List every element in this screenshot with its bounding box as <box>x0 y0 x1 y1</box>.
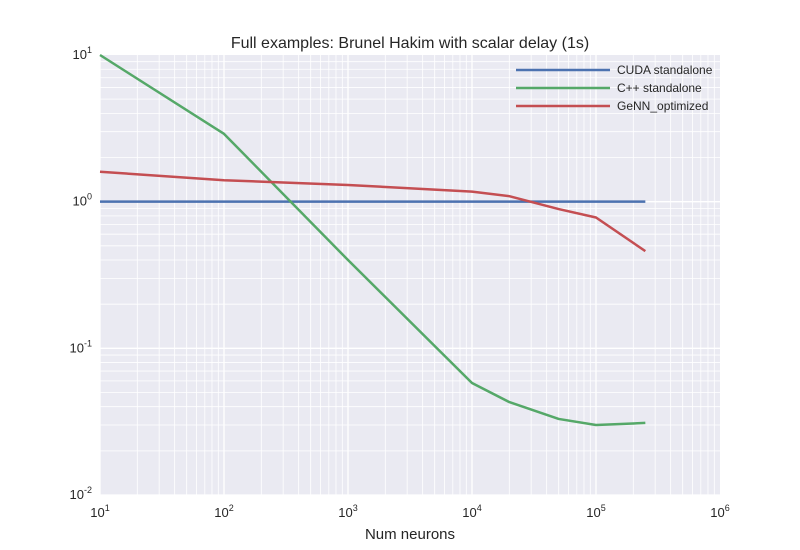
y-tick-label: 100 <box>73 192 92 209</box>
chart-title: Full examples: Brunel Hakim with scalar … <box>231 35 589 52</box>
x-axis-label: Num neurons <box>365 526 455 543</box>
x-tick-label: 105 <box>586 503 605 520</box>
series-line <box>99 170 647 253</box>
x-tick-label: 104 <box>462 503 481 520</box>
legend-label: CUDA standalone <box>617 63 713 77</box>
y-tick-labels: 101 100 10-1 10-2 <box>70 45 92 502</box>
legend-label: GeNN_optimized <box>617 99 708 113</box>
series-line <box>99 53 646 427</box>
x-tick-labels: 101 102 103 104 105 106 <box>90 503 729 520</box>
legend-label: C++ standalone <box>617 81 702 95</box>
legend: CUDA standalone C++ standalone GeNN_optimi… <box>516 63 713 113</box>
x-tick-label: 106 <box>710 503 729 520</box>
x-tick-label: 102 <box>214 503 233 520</box>
y-tick-label: 101 <box>73 45 92 62</box>
x-tick-label: 101 <box>90 503 109 520</box>
grid <box>99 55 720 496</box>
x-tick-label: 103 <box>338 503 357 520</box>
plot-area <box>100 55 720 495</box>
y-tick-label: 10-2 <box>70 485 92 502</box>
y-tick-label: 10-1 <box>70 338 92 355</box>
series-lines <box>99 53 647 427</box>
